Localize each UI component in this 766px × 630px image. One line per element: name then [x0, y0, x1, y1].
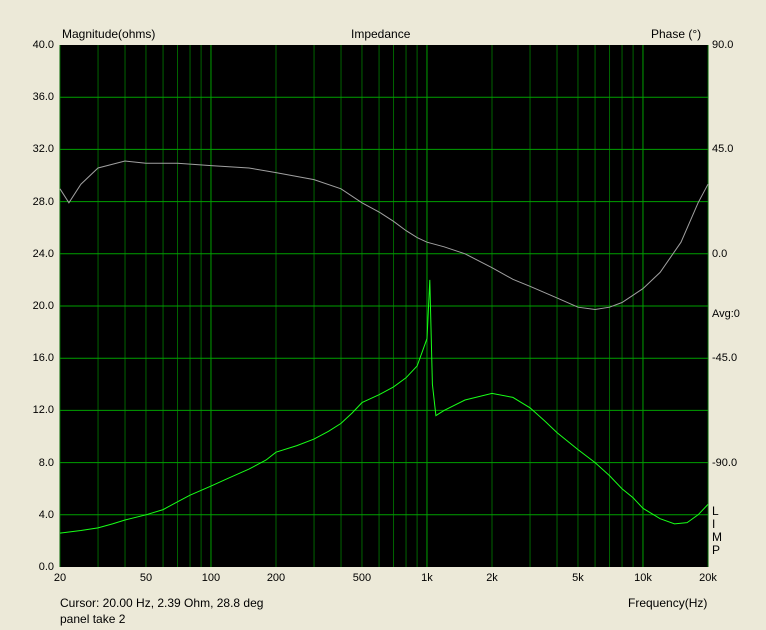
limp-letter: I — [712, 517, 716, 531]
y-tick-label: 32.0 — [32, 143, 54, 156]
x-tick-label: 50 — [139, 572, 153, 584]
x-tick-label: 500 — [352, 572, 372, 584]
x-tick-label: 200 — [266, 572, 286, 584]
x-axis-title: Frequency(Hz) — [628, 596, 708, 610]
x-tick-label: 10k — [634, 572, 652, 584]
phase-tick-label: -45.0 — [712, 352, 738, 365]
y-tick-label: 36.0 — [32, 91, 54, 104]
series-group — [59, 160, 709, 534]
y-tick-label: 16.0 — [32, 352, 54, 365]
series-magnitude-line — [59, 279, 709, 534]
grid — [59, 45, 709, 567]
x-tick-label: 20k — [699, 572, 717, 584]
y-tick-label: 20.0 — [32, 300, 54, 312]
y-tick-label: 28.0 — [32, 195, 54, 208]
y-tick-label: 12.0 — [32, 404, 54, 417]
limp-letter: L — [712, 504, 719, 518]
y-tick-label: 8.0 — [38, 456, 54, 469]
cursor-readout: Cursor: 20.00 Hz, 2.39 Ohm, 28.8 deg — [60, 596, 264, 610]
phase-tick-label: 90.0 — [712, 39, 734, 51]
y-tick-label: 24.0 — [32, 247, 54, 260]
x-tick-label: 1k — [421, 572, 433, 584]
y-tick-label: 4.0 — [38, 508, 54, 521]
impedance-chart — [59, 45, 709, 567]
chart-title: Impedance — [351, 27, 411, 41]
phase-tick-label: 0.0 — [712, 247, 728, 260]
magnitude-axis-label: Magnitude(ohms) — [62, 27, 156, 41]
y-tick-label: 40.0 — [32, 39, 54, 51]
phase-axis-label: Phase (°) — [651, 27, 702, 41]
phase-tick-label: -90.0 — [712, 456, 738, 469]
x-tick-label: 20 — [53, 572, 67, 584]
limp-letter: M — [712, 530, 722, 544]
x-tick-label: 2k — [486, 572, 498, 584]
avg-label: Avg:0 — [712, 308, 740, 320]
series-phase-line — [59, 160, 709, 311]
x-tick-label: 100 — [201, 572, 221, 584]
phase-tick-label: 45.0 — [712, 143, 734, 156]
plot-area[interactable] — [59, 45, 709, 567]
trace-name: panel take 2 — [60, 612, 126, 626]
x-tick-label: 5k — [572, 572, 584, 584]
limp-letter: P — [712, 543, 721, 557]
y-tick-label: 0.0 — [38, 561, 54, 573]
